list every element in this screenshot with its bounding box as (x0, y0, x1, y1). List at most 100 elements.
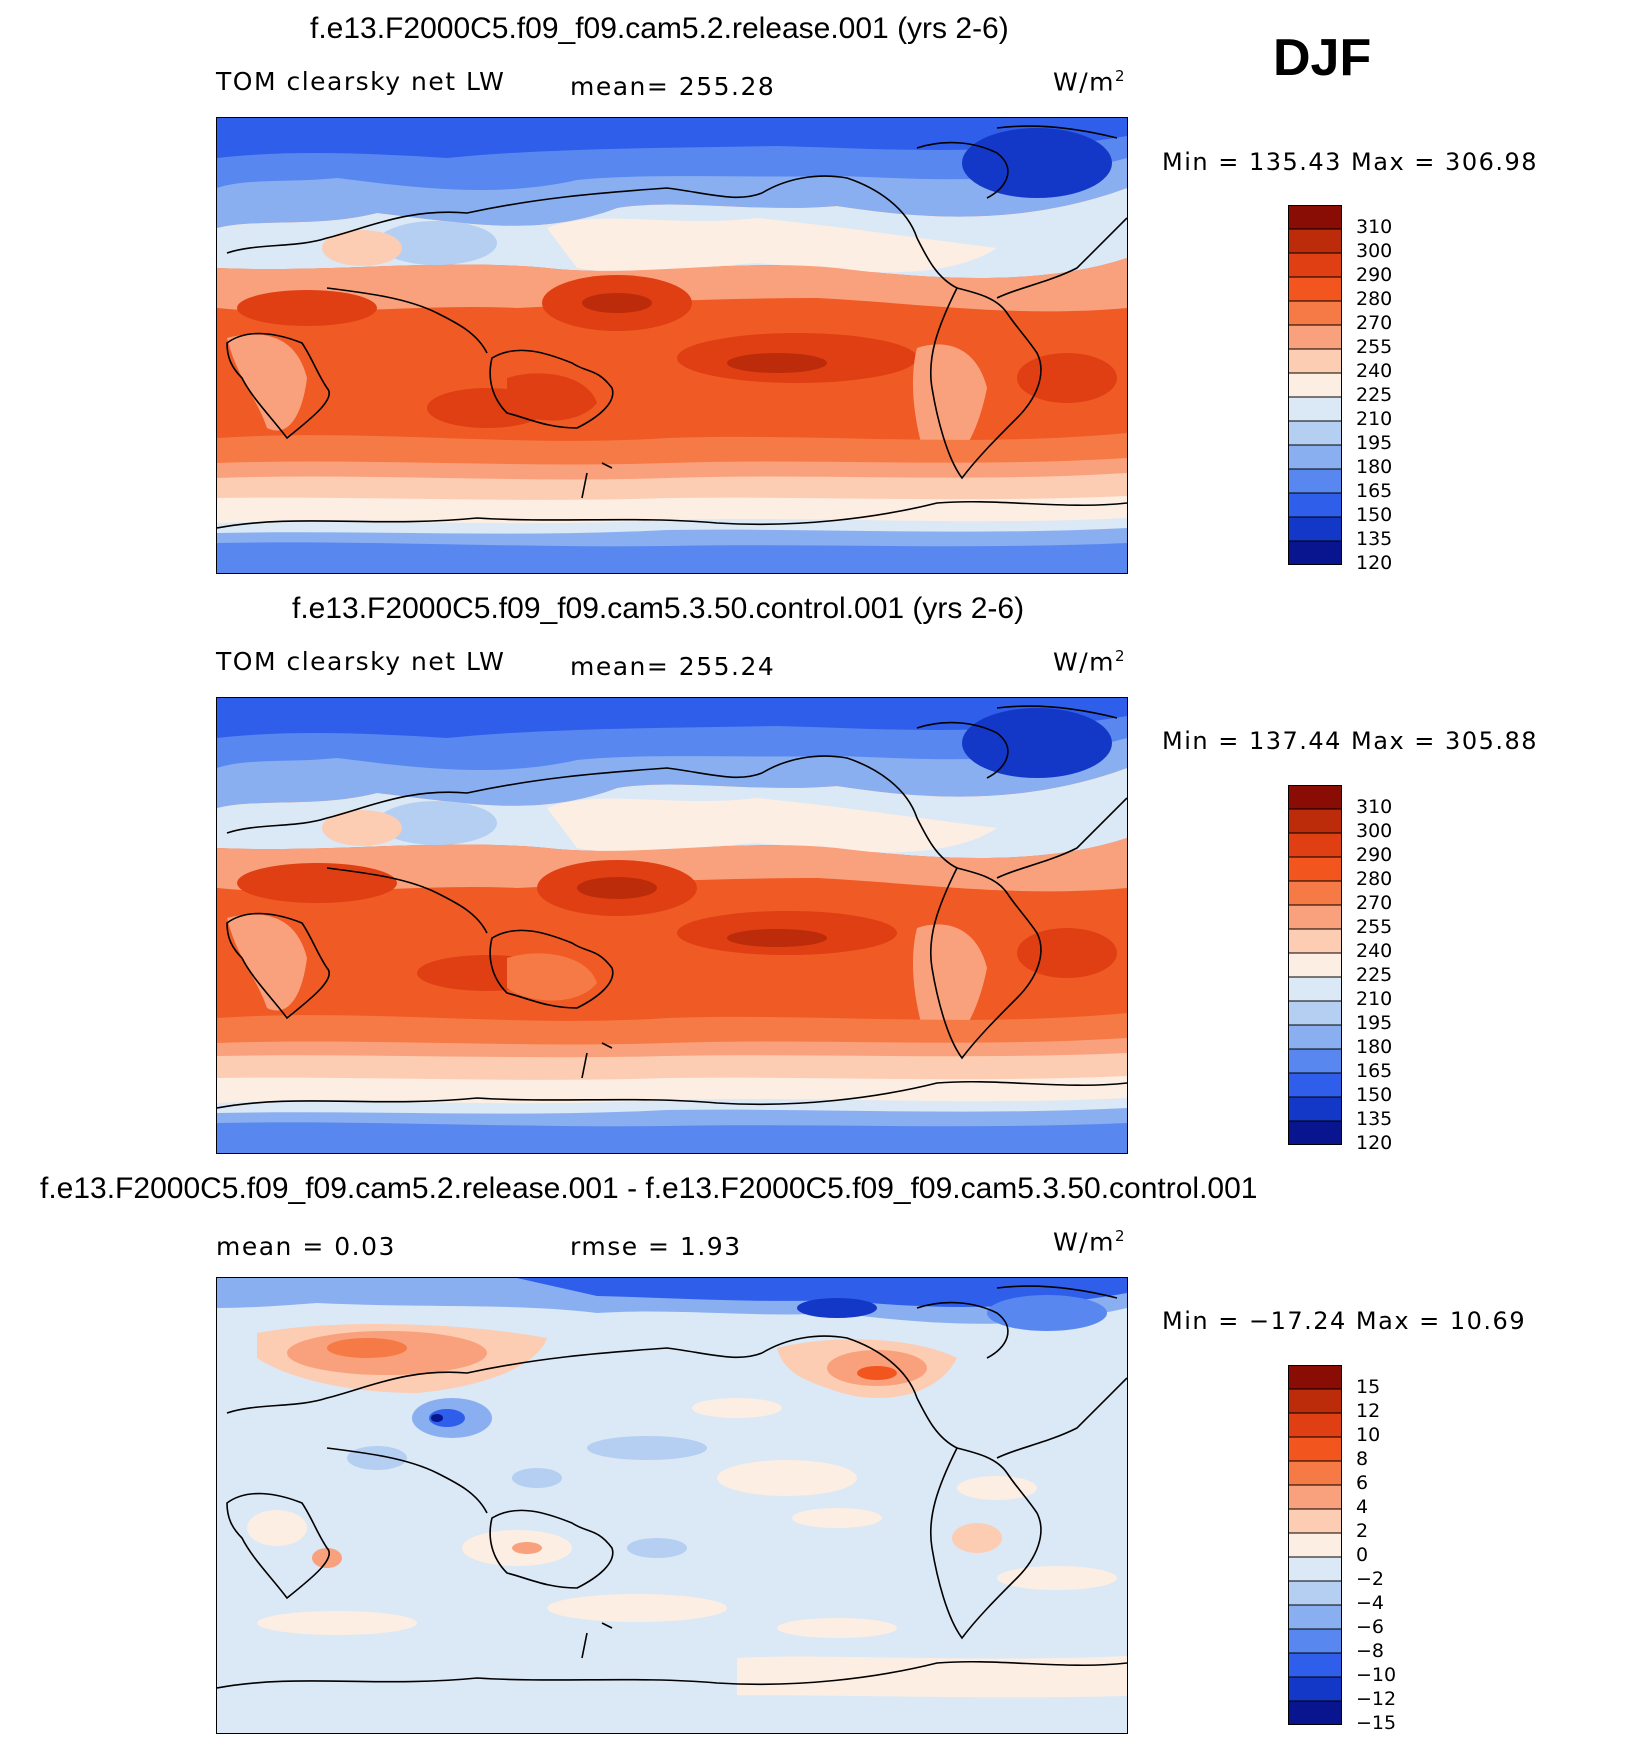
colorbar-2-cell-1 (1288, 808, 1342, 834)
colorbar-3-tick-label: −10 (1356, 1664, 1397, 1686)
colorbar-3-cell-10 (1288, 1604, 1342, 1630)
colorbar-2-cell-12 (1288, 1072, 1342, 1098)
colorbar-1-cell-11 (1288, 468, 1342, 494)
colorbar-1-tick-label: 120 (1356, 552, 1393, 574)
colorbar-3-tick-label: −6 (1356, 1616, 1385, 1638)
colorbar-3-cell-6 (1288, 1508, 1342, 1534)
colorbar-3-tick-label: −4 (1356, 1592, 1385, 1614)
colorbar-2-cell-4 (1288, 880, 1342, 906)
colorbar-1-tick-label: 290 (1356, 264, 1393, 286)
colorbar-2-tick-label: 255 (1356, 916, 1393, 938)
colorbar-1-cell-3 (1288, 276, 1342, 302)
colorbar-3-cell-13 (1288, 1676, 1342, 1702)
colorbar-1-cell-13 (1288, 516, 1342, 542)
panel-2-minmax: Min = 137.44 Max = 305.88 (1162, 727, 1539, 755)
colorbar-2-tick-label: 290 (1356, 844, 1393, 866)
colorbar-2-cell-3 (1288, 856, 1342, 882)
colorbar-1-cell-14 (1288, 540, 1342, 566)
colorbar-1-tick-label: 180 (1356, 456, 1393, 478)
colorbar-1-cell-0 (1288, 204, 1342, 230)
panel-3-map (216, 1277, 1128, 1734)
colorbar-1-tick-label: 270 (1356, 312, 1393, 334)
colorbar-1-cell-8 (1288, 396, 1342, 422)
colorbar-2-tick-label: 165 (1356, 1060, 1393, 1082)
colorbar-1-tick-label: 255 (1356, 336, 1393, 358)
colorbar-3-tick-label: −12 (1356, 1688, 1397, 1710)
colorbar-3-tick-label: 8 (1356, 1448, 1369, 1470)
colorbar-2-tick-label: 280 (1356, 868, 1393, 890)
colorbar-2-tick-label: 210 (1356, 988, 1393, 1010)
colorbar-1-cell-10 (1288, 444, 1342, 470)
colorbar-1-tick-label: 135 (1356, 528, 1393, 550)
colorbar-3-cell-0 (1288, 1364, 1342, 1390)
colorbar-2-cell-10 (1288, 1024, 1342, 1050)
colorbar-3-tick-label: −8 (1356, 1640, 1385, 1662)
panel-1-colorbar-labels: 310 300 290 280 270 255 240 225 210 195 180 165 150 1… (1356, 205, 1436, 574)
colorbar-2-cell-2 (1288, 832, 1342, 858)
panel-2-colorbar-labels: 310 300 290 280 270 255 240 225 210 195 180 165 150 1… (1356, 785, 1436, 1154)
panel-2-mean-label: mean= 255.24 (570, 652, 776, 681)
season-label: DJF (1273, 29, 1372, 87)
colorbar-3-tick-label: 2 (1356, 1520, 1369, 1542)
colorbar-2-tick-label: 270 (1356, 892, 1393, 914)
colorbar-3-cell-12 (1288, 1652, 1342, 1678)
colorbar-1-tick-label: 240 (1356, 360, 1393, 382)
colorbar-3-cell-9 (1288, 1580, 1342, 1606)
colorbar-2-cell-7 (1288, 952, 1342, 978)
panel-1-title: f.e13.F2000C5.f09_f09.cam5.2.release.001… (310, 12, 1009, 45)
colorbar-2-cell-5 (1288, 904, 1342, 930)
colorbar-1-cell-9 (1288, 420, 1342, 446)
panel-2-map (216, 697, 1128, 1154)
colorbar-1-cell-6 (1288, 348, 1342, 374)
colorbar-2-cell-8 (1288, 976, 1342, 1002)
colorbar-3-cell-3 (1288, 1436, 1342, 1462)
colorbar-2-tick-label: 240 (1356, 940, 1393, 962)
colorbar-3-tick-label: 10 (1356, 1424, 1381, 1446)
panel-1-variable-label: TOM clearsky net LW (216, 67, 506, 96)
panel-1-map (216, 117, 1128, 574)
panel-2-colorbar (1288, 784, 1342, 1146)
colorbar-2-cell-6 (1288, 928, 1342, 954)
panel-1-minmax: Min = 135.43 Max = 306.98 (1162, 148, 1539, 176)
colorbar-1-cell-7 (1288, 372, 1342, 398)
colorbar-2-tick-label: 180 (1356, 1036, 1393, 1058)
colorbar-3-tick-label: 6 (1356, 1472, 1369, 1494)
colorbar-1-tick-label: 165 (1356, 480, 1393, 502)
panel-3-mean-label: mean = 0.03 (216, 1232, 396, 1261)
colorbar-2-tick-label: 310 (1356, 796, 1393, 818)
colorbar-2-cell-14 (1288, 1120, 1342, 1146)
colorbar-1-tick-label: 280 (1356, 288, 1393, 310)
colorbar-2-tick-label: 150 (1356, 1084, 1393, 1106)
panel-3-units: W/m2 (1053, 1227, 1127, 1257)
colorbar-2-cell-13 (1288, 1096, 1342, 1122)
colorbar-3-tick-label: −15 (1356, 1712, 1397, 1734)
panel-2-title: f.e13.F2000C5.f09_f09.cam5.3.50.control.… (292, 592, 1025, 625)
colorbar-3-tick-label: 4 (1356, 1496, 1369, 1518)
colorbar-1-tick-label: 195 (1356, 432, 1393, 454)
panel-3-minmax: Min = −17.24 Max = 10.69 (1162, 1307, 1527, 1335)
colorbar-3-cell-11 (1288, 1628, 1342, 1654)
colorbar-1-tick-label: 310 (1356, 216, 1393, 238)
colorbar-1-cell-5 (1288, 324, 1342, 350)
colorbar-1-tick-label: 210 (1356, 408, 1393, 430)
colorbar-2-tick-label: 120 (1356, 1132, 1393, 1154)
colorbar-2-tick-label: 195 (1356, 1012, 1393, 1034)
colorbar-3-tick-label: 0 (1356, 1544, 1369, 1566)
panel-3-title: f.e13.F2000C5.f09_f09.cam5.2.release.001… (40, 1172, 1258, 1205)
colorbar-3-cell-2 (1288, 1412, 1342, 1438)
colorbar-3-tick-label: 12 (1356, 1400, 1381, 1422)
colorbar-2-cell-11 (1288, 1048, 1342, 1074)
colorbar-3-cell-8 (1288, 1556, 1342, 1582)
panel-1-mean-label: mean= 255.28 (570, 72, 776, 101)
panel-3-rmse-label: rmse = 1.93 (570, 1232, 742, 1261)
colorbar-3-cell-1 (1288, 1388, 1342, 1414)
colorbar-1-tick-label: 300 (1356, 240, 1393, 262)
colorbar-2-tick-label: 225 (1356, 964, 1393, 986)
colorbar-1-tick-label: 225 (1356, 384, 1393, 406)
colorbar-3-cell-7 (1288, 1532, 1342, 1558)
colorbar-2-tick-label: 135 (1356, 1108, 1393, 1130)
colorbar-1-cell-2 (1288, 252, 1342, 278)
colorbar-3-cell-14 (1288, 1700, 1342, 1726)
colorbar-2-cell-9 (1288, 1000, 1342, 1026)
colorbar-3-cell-5 (1288, 1484, 1342, 1510)
